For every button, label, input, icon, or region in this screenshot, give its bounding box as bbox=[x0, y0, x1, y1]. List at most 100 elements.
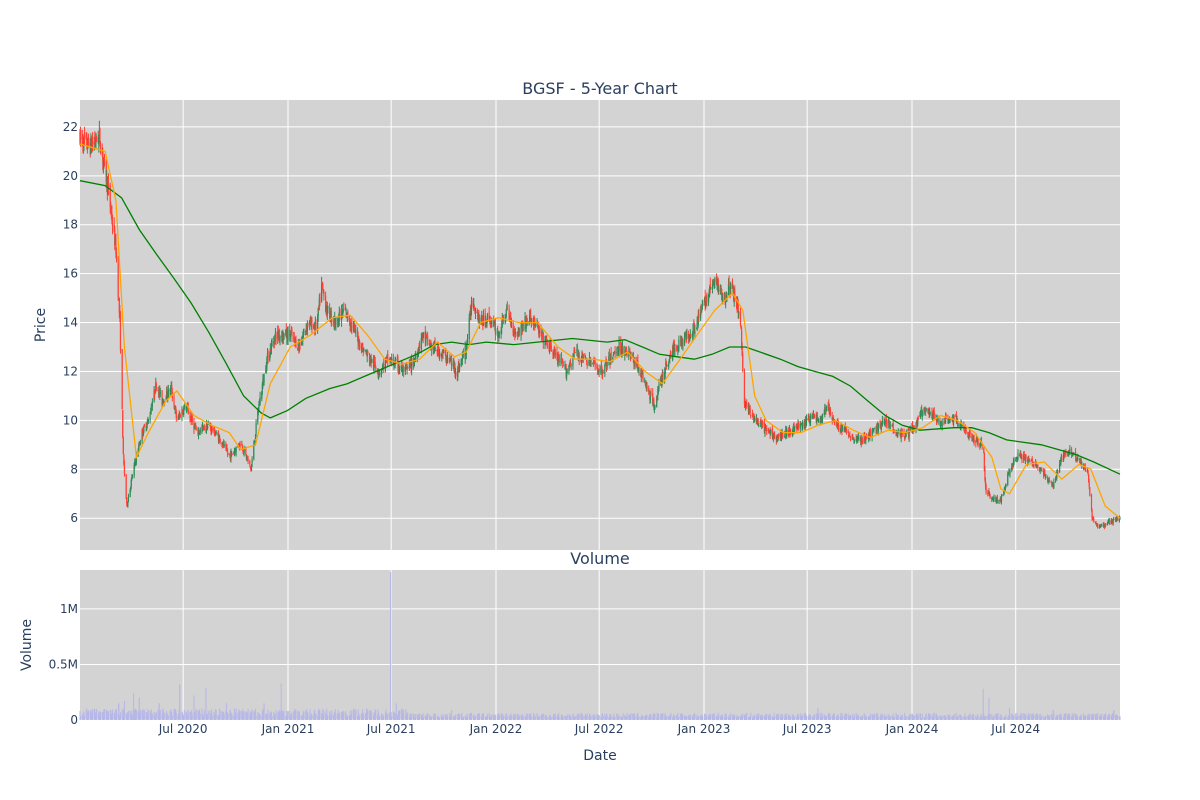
price-candle-body bbox=[817, 420, 819, 422]
volume-bar bbox=[420, 714, 422, 720]
volume-bars bbox=[79, 572, 1121, 720]
price-candle-body bbox=[1088, 482, 1090, 487]
price-candle-body bbox=[1053, 481, 1055, 488]
volume-bar bbox=[1063, 713, 1065, 720]
price-candle-body bbox=[1057, 472, 1059, 474]
volume-bar bbox=[466, 713, 468, 720]
volume-bar bbox=[343, 712, 345, 720]
volume-bar bbox=[929, 713, 931, 720]
price-candle-body bbox=[574, 349, 576, 353]
volume-bar bbox=[1087, 715, 1089, 720]
price-candle-body bbox=[189, 415, 191, 419]
volume-bar bbox=[765, 715, 767, 720]
volume-bar bbox=[674, 716, 676, 720]
volume-bar bbox=[602, 715, 604, 720]
volume-bar bbox=[333, 712, 335, 720]
volume-bar bbox=[1116, 714, 1118, 720]
volume-bar bbox=[700, 715, 702, 720]
volume-bar bbox=[221, 711, 223, 720]
volume-bar bbox=[760, 714, 762, 720]
volume-bar bbox=[565, 715, 567, 720]
volume-bar bbox=[709, 713, 711, 720]
volume-bar bbox=[222, 713, 224, 720]
volume-bar bbox=[756, 714, 758, 720]
price-candle-body bbox=[816, 416, 818, 422]
price-candle-body bbox=[259, 396, 261, 405]
volume-bar bbox=[948, 715, 950, 720]
volume-bar bbox=[109, 709, 111, 720]
price-candle-body bbox=[142, 428, 144, 435]
volume-bar bbox=[562, 716, 564, 720]
volume-bar bbox=[354, 709, 356, 720]
volume-bar bbox=[985, 716, 987, 720]
volume-bar bbox=[162, 709, 164, 720]
volume-bar bbox=[259, 714, 261, 720]
volume-bar bbox=[1039, 714, 1041, 720]
price-candle-body bbox=[502, 315, 505, 321]
price-candle-body bbox=[118, 298, 120, 313]
volume-bar bbox=[342, 710, 344, 720]
price-candle-body bbox=[147, 419, 149, 422]
volume-bar bbox=[781, 717, 783, 720]
volume-bar bbox=[90, 715, 92, 720]
volume-bar bbox=[670, 713, 672, 720]
volume-bar bbox=[546, 716, 548, 720]
price-candle-body bbox=[195, 426, 197, 429]
price-candle-body bbox=[269, 348, 271, 356]
volume-bar bbox=[753, 715, 755, 720]
volume-bar bbox=[628, 714, 630, 720]
volume-bar bbox=[641, 716, 643, 720]
volume-bar bbox=[1087, 713, 1089, 720]
volume-bar bbox=[1113, 710, 1115, 720]
volume-bar bbox=[570, 715, 572, 720]
price-candle-body bbox=[701, 309, 703, 311]
price-candle-body bbox=[689, 337, 691, 342]
volume-bar bbox=[197, 710, 199, 720]
volume-bar bbox=[832, 713, 834, 720]
price-candle-body bbox=[913, 425, 915, 428]
volume-bar bbox=[1000, 714, 1002, 720]
volume-bar bbox=[518, 715, 520, 720]
volume-bar bbox=[195, 711, 197, 720]
price-candle-body bbox=[86, 133, 88, 147]
volume-bar bbox=[382, 714, 384, 720]
price-candle-body bbox=[669, 355, 671, 359]
volume-bar bbox=[201, 708, 203, 720]
volume-bar bbox=[265, 714, 267, 720]
volume-bar bbox=[847, 713, 849, 720]
volume-bar bbox=[167, 715, 169, 720]
price-candle-body bbox=[94, 142, 96, 144]
volume-bar bbox=[202, 715, 204, 720]
price-candle-body bbox=[323, 290, 325, 297]
volume-bar bbox=[784, 714, 786, 720]
price-candle-body bbox=[430, 344, 432, 346]
volume-bar bbox=[731, 716, 733, 720]
price-candle-body bbox=[852, 435, 854, 439]
volume-bar bbox=[433, 713, 435, 720]
volume-bar bbox=[359, 715, 361, 720]
volume-bar bbox=[138, 697, 140, 720]
volume-bar bbox=[512, 716, 514, 720]
price-candle-body bbox=[187, 407, 189, 415]
price-candle-body bbox=[494, 324, 497, 335]
price-candle-body bbox=[715, 277, 718, 284]
volume-bar bbox=[413, 713, 415, 720]
volume-bar bbox=[174, 708, 176, 720]
price-candle-body bbox=[478, 317, 481, 324]
volume-bar bbox=[514, 714, 516, 720]
volume-bar bbox=[741, 714, 743, 720]
volume-bar bbox=[892, 713, 894, 720]
volume-bar bbox=[877, 715, 879, 720]
volume-bar bbox=[1064, 713, 1066, 720]
volume-bar bbox=[794, 716, 796, 720]
price-candle-body bbox=[1004, 488, 1006, 490]
volume-bar bbox=[399, 710, 401, 720]
price-candle-body bbox=[501, 317, 503, 327]
price-candle-body bbox=[566, 372, 568, 377]
volume-bar bbox=[83, 711, 85, 720]
volume-bar bbox=[570, 717, 572, 720]
price-candle-body bbox=[1041, 469, 1043, 471]
price-candle-body bbox=[529, 315, 531, 323]
volume-bar bbox=[822, 714, 824, 720]
price-candle-body bbox=[157, 389, 159, 391]
